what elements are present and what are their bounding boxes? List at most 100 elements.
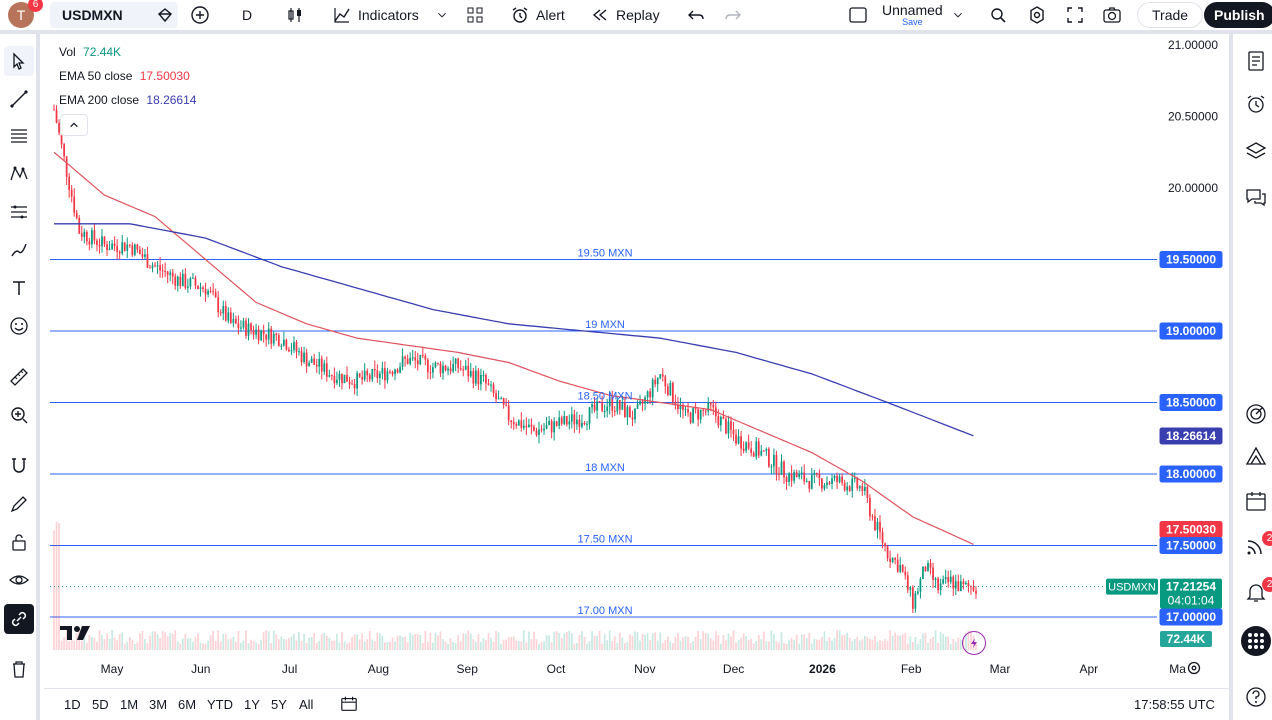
date-range-calendar-icon[interactable]: [340, 695, 358, 718]
visibility-tool[interactable]: [4, 565, 34, 595]
ruler-tool[interactable]: [4, 362, 34, 392]
volume-bar: [621, 637, 624, 650]
compare-symbol-button[interactable]: [190, 0, 210, 30]
help-button[interactable]: [1241, 682, 1271, 712]
candle-body: [424, 355, 427, 360]
price-chart[interactable]: 19.50 MXN 19 MXN 18.50 MXN 18 MXN 17.50 MXN 1…: [44, 38, 1229, 688]
interval-button[interactable]: D: [242, 7, 253, 23]
candle-body: [752, 452, 755, 457]
magnet-tool[interactable]: [4, 451, 34, 481]
volume-bar: [929, 638, 932, 650]
layout-name[interactable]: Unnamed Save: [882, 0, 943, 30]
volume-bar: [942, 633, 945, 650]
layout-dropdown-chevron-icon[interactable]: [952, 0, 964, 30]
candle-body: [181, 273, 184, 287]
cursor-tool[interactable]: [4, 46, 34, 76]
candle-body: [707, 402, 710, 412]
trade-button[interactable]: Trade: [1137, 0, 1204, 30]
candle-body: [808, 481, 811, 489]
candle-body: [303, 352, 305, 363]
watchlist-button[interactable]: [1241, 46, 1271, 76]
layout-checkbox-icon[interactable]: [848, 0, 868, 30]
pine-editor-button[interactable]: [1241, 442, 1271, 472]
prediction-tool[interactable]: [4, 197, 34, 227]
alert-button[interactable]: Alert: [510, 0, 565, 30]
candle-body: [886, 546, 889, 559]
lock-tool[interactable]: [4, 527, 34, 557]
draw-mode-tool[interactable]: [4, 489, 34, 519]
calendar-button[interactable]: [1241, 486, 1271, 516]
time-tick-label: May: [101, 662, 124, 676]
volume-bar: [348, 642, 351, 650]
candle-body: [260, 330, 263, 341]
news-feed-button[interactable]: [1241, 531, 1271, 561]
symbol-diamond-icon[interactable]: [155, 0, 175, 30]
indicators-button[interactable]: Indicators: [332, 0, 419, 30]
symbol-search[interactable]: USDMXN: [50, 2, 178, 28]
snapshot-camera-icon[interactable]: [1102, 0, 1122, 30]
replay-button[interactable]: Replay: [590, 0, 660, 30]
screeners-button[interactable]: [1241, 399, 1271, 429]
templates-grid-icon[interactable]: [465, 0, 485, 30]
volume-bar: [106, 633, 108, 650]
volume-bar: [146, 643, 149, 650]
range-1y[interactable]: 1Y: [244, 697, 260, 712]
time-axis-settings-icon[interactable]: [1186, 660, 1202, 681]
volume-bar: [767, 641, 770, 650]
magnet-icon: [12, 458, 26, 473]
utc-clock[interactable]: 17:58:55 UTC: [1134, 697, 1215, 712]
remove-drawings-tool[interactable]: [4, 654, 34, 684]
range-1d[interactable]: 1D: [64, 697, 81, 712]
range-all[interactable]: All: [299, 697, 314, 712]
quick-search-icon[interactable]: [988, 0, 1008, 30]
chats-button[interactable]: [1241, 182, 1271, 212]
candle-body: [416, 360, 419, 365]
fullscreen-icon[interactable]: [1065, 0, 1085, 30]
trend-line-tool[interactable]: [4, 84, 34, 114]
range-5d[interactable]: 5D: [92, 697, 109, 712]
range-6m[interactable]: 6M: [178, 697, 197, 712]
candle-body: [219, 312, 222, 314]
range-3m[interactable]: 3M: [149, 697, 168, 712]
volume-bar: [957, 637, 960, 650]
candle-body: [965, 582, 967, 585]
sync-drawings-tool[interactable]: [4, 604, 34, 634]
candle-body: [664, 376, 667, 387]
volume-bar: [290, 636, 293, 650]
volume-bar: [778, 642, 780, 650]
text-tool[interactable]: [4, 273, 34, 303]
volume-bar: [179, 643, 182, 650]
indicators-dropdown-chevron-icon[interactable]: [436, 0, 448, 30]
events-lightning-icon[interactable]: [962, 631, 986, 655]
object-tree-button[interactable]: [1241, 136, 1271, 166]
chart-type-button[interactable]: [285, 0, 305, 30]
redo-button[interactable]: [723, 0, 743, 30]
range-5y[interactable]: 5Y: [271, 697, 287, 712]
publish-button[interactable]: Publish: [1204, 0, 1272, 30]
undo-button[interactable]: [686, 0, 706, 30]
countdown-text: 04:01:04: [1168, 594, 1215, 608]
emoji-tool[interactable]: [4, 311, 34, 341]
notifications-button[interactable]: [1241, 577, 1271, 607]
products-menu-button[interactable]: [1241, 626, 1271, 656]
volume-bar: [358, 639, 361, 650]
brush-tool[interactable]: [4, 235, 34, 265]
candle-body: [525, 425, 528, 428]
zoom-in-tool[interactable]: [4, 400, 34, 430]
candle-body: [80, 233, 83, 237]
fib-tool[interactable]: [4, 121, 34, 151]
candle-body: [141, 254, 144, 257]
volume-bar: [712, 640, 715, 650]
candle-body: [295, 342, 298, 352]
range-ytd[interactable]: YTD: [207, 697, 233, 712]
volume-bar: [894, 632, 897, 650]
candle-body: [692, 408, 694, 423]
range-1m[interactable]: 1M: [120, 697, 139, 712]
user-avatar[interactable]: T 6: [8, 0, 43, 30]
volume-bar: [474, 641, 477, 650]
candle-body: [166, 271, 169, 275]
settings-gear-icon[interactable]: [1027, 0, 1047, 30]
alerts-panel-button[interactable]: [1241, 89, 1271, 119]
pattern-tool[interactable]: [4, 159, 34, 189]
collapse-legend-button[interactable]: [60, 114, 88, 136]
